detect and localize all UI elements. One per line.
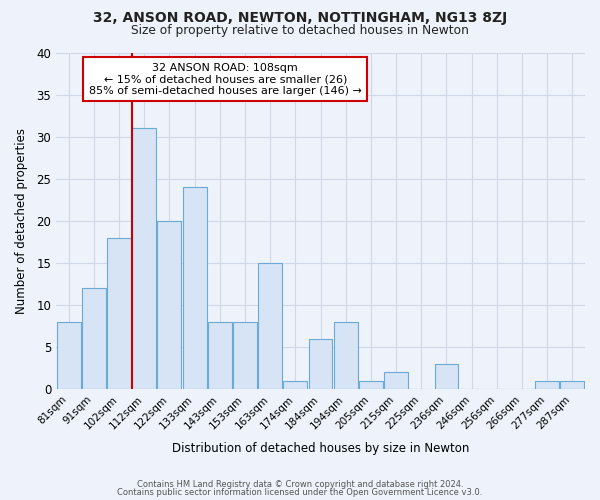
- Text: Size of property relative to detached houses in Newton: Size of property relative to detached ho…: [131, 24, 469, 37]
- Bar: [107, 238, 131, 389]
- Bar: [233, 322, 257, 389]
- Text: Contains public sector information licensed under the Open Government Licence v3: Contains public sector information licen…: [118, 488, 482, 497]
- Bar: [308, 338, 332, 389]
- Bar: [334, 322, 358, 389]
- Bar: [56, 322, 80, 389]
- Bar: [132, 128, 156, 389]
- Bar: [359, 381, 383, 389]
- Text: 32, ANSON ROAD, NEWTON, NOTTINGHAM, NG13 8ZJ: 32, ANSON ROAD, NEWTON, NOTTINGHAM, NG13…: [93, 11, 507, 25]
- X-axis label: Distribution of detached houses by size in Newton: Distribution of detached houses by size …: [172, 442, 469, 455]
- Bar: [208, 322, 232, 389]
- Bar: [182, 187, 206, 389]
- Bar: [560, 381, 584, 389]
- Bar: [384, 372, 408, 389]
- Bar: [283, 381, 307, 389]
- Text: 32 ANSON ROAD: 108sqm
← 15% of detached houses are smaller (26)
85% of semi-deta: 32 ANSON ROAD: 108sqm ← 15% of detached …: [89, 62, 362, 96]
- Bar: [82, 288, 106, 389]
- Y-axis label: Number of detached properties: Number of detached properties: [15, 128, 28, 314]
- Bar: [258, 263, 282, 389]
- Text: Contains HM Land Registry data © Crown copyright and database right 2024.: Contains HM Land Registry data © Crown c…: [137, 480, 463, 489]
- Bar: [157, 221, 181, 389]
- Bar: [434, 364, 458, 389]
- Bar: [535, 381, 559, 389]
